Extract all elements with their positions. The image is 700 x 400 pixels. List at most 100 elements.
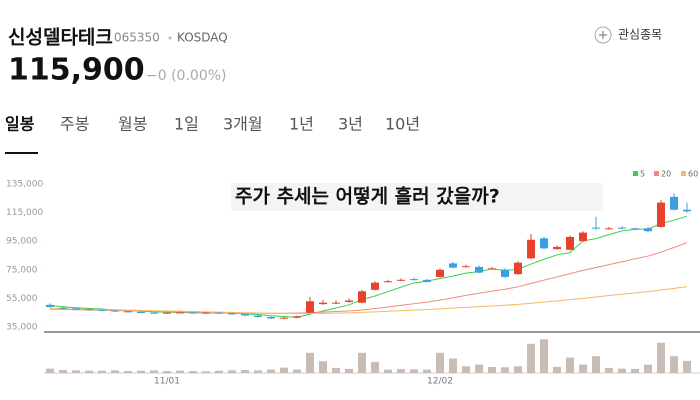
y-tick-label: 75,000 xyxy=(6,265,38,275)
tab[interactable]: 3개월 xyxy=(223,115,263,134)
volume-bar xyxy=(319,361,327,373)
ma-line xyxy=(49,242,688,314)
tab[interactable]: 1년 xyxy=(289,115,314,134)
chart-title: 주가 추세는 어떻게 흘러 갔을까? xyxy=(235,185,500,208)
volume-bar xyxy=(644,364,652,373)
candle-body xyxy=(488,268,496,270)
candle-body xyxy=(540,238,548,249)
plus-icon xyxy=(599,31,607,39)
legend-label: 5 xyxy=(640,170,645,179)
candle-body xyxy=(293,316,301,318)
legend-label: 20 xyxy=(661,170,671,179)
candle-body xyxy=(592,227,600,229)
candle-body xyxy=(670,196,678,210)
market: KOSDAQ xyxy=(177,31,228,45)
volume-bar xyxy=(514,366,522,373)
volume-bar xyxy=(410,369,418,373)
volume-bar xyxy=(85,370,93,373)
volume-bar xyxy=(605,367,613,373)
volume-bar xyxy=(579,364,587,373)
volume-bar xyxy=(397,368,405,373)
separator xyxy=(168,36,172,40)
tab[interactable]: 10년 xyxy=(385,115,420,134)
watch-button[interactable]: 관심종목 xyxy=(594,26,662,44)
candle-body xyxy=(72,308,80,310)
volume-bar xyxy=(592,356,600,373)
volume-bar xyxy=(176,370,184,373)
legend-swatch xyxy=(633,171,638,176)
plus-icon xyxy=(594,26,612,44)
tab[interactable]: 월봉 xyxy=(118,115,147,134)
x-tick-label: 11/01 xyxy=(154,377,180,387)
candle-body xyxy=(267,316,275,319)
tab[interactable]: 3년 xyxy=(338,115,363,134)
candle-body xyxy=(514,262,522,275)
volume-bar xyxy=(475,364,483,373)
y-tick-label: 95,000 xyxy=(6,237,38,247)
candle-body xyxy=(215,312,223,314)
volume-bar xyxy=(683,360,691,373)
volume-bar xyxy=(566,357,574,373)
volume-bar xyxy=(358,352,366,373)
volume-bar xyxy=(540,339,548,373)
volume-bar xyxy=(345,368,353,373)
volume-bar xyxy=(150,370,158,373)
ma-line xyxy=(49,286,688,315)
candle-body xyxy=(137,311,145,313)
candle-body xyxy=(176,312,184,314)
y-tick-label: 55,000 xyxy=(6,294,38,304)
candle-body xyxy=(345,300,353,302)
candle-body xyxy=(657,202,665,227)
plot: 35,000 55,000 75,000 95,000 115,000 135,000 11… xyxy=(6,170,698,387)
candle-body xyxy=(449,263,457,268)
volume-bar xyxy=(59,369,67,373)
y-tick-label: 35,000 xyxy=(6,322,38,332)
candle-body xyxy=(475,266,483,273)
legend-swatch xyxy=(654,171,659,176)
candle-body xyxy=(319,302,327,305)
volume-bar xyxy=(46,368,54,373)
tab[interactable]: 주봉 xyxy=(60,115,89,134)
stock-name: 신성델타테크 xyxy=(8,27,113,49)
volume-bar xyxy=(202,371,210,373)
tab[interactable]: 일봉 xyxy=(5,115,35,134)
volume-bar xyxy=(657,342,665,373)
candle-body xyxy=(566,236,574,250)
tab-bar: 일봉 주봉 월봉 1일 3개월 1년 3년 10년 xyxy=(5,115,420,134)
legend-swatch xyxy=(681,171,686,176)
volume-bar xyxy=(98,370,106,373)
candle-body xyxy=(85,309,93,311)
volume-bar xyxy=(254,370,262,373)
candle-body xyxy=(579,232,587,242)
price: 115,900 xyxy=(8,53,145,88)
volume-bar xyxy=(189,370,197,373)
candle-body xyxy=(605,228,613,230)
candle-body xyxy=(410,279,418,281)
candle-body xyxy=(202,312,210,314)
candle-body xyxy=(163,312,171,314)
volume-bar xyxy=(449,358,457,373)
candle-body xyxy=(527,239,535,259)
candle-body xyxy=(150,312,158,314)
candle-body xyxy=(46,304,54,307)
volume-bar xyxy=(423,369,431,373)
candle-body xyxy=(462,266,470,268)
volume-bar xyxy=(462,366,470,373)
volume-bar xyxy=(241,369,249,373)
volume-bar xyxy=(488,366,496,373)
candle-body xyxy=(189,312,197,314)
candle-body xyxy=(618,227,626,229)
candle-body xyxy=(306,301,314,313)
volume-bar xyxy=(618,368,626,373)
candle-body xyxy=(423,279,431,282)
candle-body xyxy=(280,317,288,319)
candle-body xyxy=(332,302,340,304)
candle-body xyxy=(124,311,132,313)
tab[interactable]: 1일 xyxy=(174,115,199,134)
volume-bar xyxy=(163,370,171,373)
price-change: −0 (0.00%) xyxy=(146,68,227,84)
candle-body xyxy=(644,228,652,232)
volume-bar xyxy=(501,367,509,373)
volume-bar xyxy=(306,352,314,373)
